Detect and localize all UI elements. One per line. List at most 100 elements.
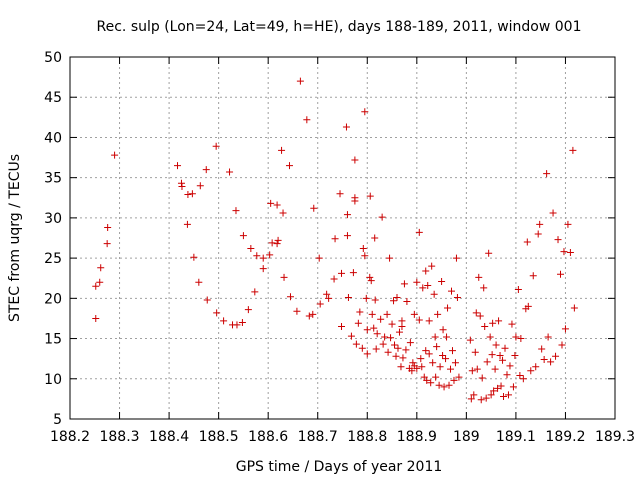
x-tick-label: 188.4 [149, 429, 189, 445]
data-point-marker [393, 294, 401, 302]
data-point-marker [532, 363, 540, 371]
y-tick-label: 50 [44, 50, 62, 66]
y-tick-label: 5 [53, 412, 62, 428]
data-point-marker [496, 351, 504, 359]
data-point-marker [285, 162, 293, 170]
data-point-marker [386, 254, 394, 262]
data-point-marker [403, 298, 411, 306]
x-tick-label: 189.3 [595, 429, 635, 445]
data-point-marker [371, 296, 379, 304]
data-point-marker [174, 162, 182, 170]
data-point-marker [489, 319, 497, 327]
data-point-marker [488, 351, 496, 359]
data-point-marker [409, 359, 417, 367]
data-point-marker [406, 339, 414, 347]
y-tick-label: 35 [44, 171, 62, 187]
data-point-marker [268, 239, 276, 247]
data-point-marker [371, 234, 379, 242]
data-point-marker [96, 278, 104, 286]
data-point-marker [480, 284, 488, 292]
data-point-marker [543, 170, 551, 178]
data-point-marker [368, 310, 376, 318]
data-point-marker [316, 300, 324, 308]
data-point-marker [519, 375, 527, 383]
data-point-marker [506, 362, 514, 370]
data-point-marker [330, 275, 338, 283]
data-point-marker [452, 254, 460, 262]
data-point-marker [529, 272, 537, 280]
data-point-marker [331, 235, 339, 243]
data-point-marker [504, 391, 512, 399]
data-point-marker [296, 77, 304, 85]
x-tick-label: 188.6 [248, 429, 288, 445]
data-point-marker [570, 304, 578, 312]
y-tick-label: 30 [44, 211, 62, 227]
data-point-marker [361, 252, 369, 260]
data-point-marker [196, 182, 204, 190]
data-point-marker [351, 156, 359, 164]
data-point-marker [247, 244, 255, 252]
data-point-marker [431, 333, 439, 341]
data-point-marker [448, 347, 456, 355]
data-point-marker [524, 302, 532, 310]
data-point-marker [436, 363, 444, 371]
data-point-marker [448, 287, 455, 295]
data-point-marker [356, 308, 364, 316]
x-tick-label: 188.9 [397, 429, 437, 445]
data-point-marker [517, 335, 525, 343]
data-point-marker [554, 236, 562, 244]
data-point-marker [244, 306, 252, 314]
data-point-marker [190, 253, 198, 261]
data-point-marker [453, 294, 461, 302]
data-point-marker [444, 304, 452, 312]
data-point-marker [338, 269, 346, 277]
data-point-marker [336, 190, 344, 198]
data-point-marker [438, 277, 446, 285]
data-point-marker [343, 232, 351, 240]
data-point-marker [183, 220, 191, 228]
data-point-marker [212, 142, 220, 150]
data-point-marker [470, 391, 478, 399]
x-tick-label: 189.1 [496, 429, 536, 445]
x-tick-label: 188.7 [298, 429, 338, 445]
data-point-marker [476, 312, 484, 320]
data-point-marker [273, 201, 281, 209]
data-point-marker [477, 396, 485, 404]
data-point-marker [398, 322, 406, 330]
data-point-marker [564, 220, 572, 228]
data-point-marker [97, 264, 105, 272]
data-point-marker [358, 344, 366, 352]
data-point-marker [509, 383, 517, 391]
data-point-marker [455, 373, 463, 381]
data-point-marker [315, 254, 323, 262]
data-point-marker [451, 359, 459, 367]
data-point-marker [560, 248, 568, 256]
data-point-marker [363, 326, 371, 334]
data-point-marker [363, 350, 371, 358]
data-point-marker [439, 351, 447, 359]
data-point-marker [251, 288, 259, 296]
data-point-marker [467, 395, 475, 403]
data-point-marker [523, 238, 531, 246]
data-point-marker [381, 333, 389, 341]
data-point-marker [534, 230, 542, 238]
data-point-marker [377, 315, 385, 323]
data-point-marker [220, 317, 228, 325]
data-point-marker [388, 320, 396, 328]
data-point-marker [434, 310, 442, 318]
data-point-marker [178, 183, 186, 191]
y-tick-label: 25 [44, 251, 62, 267]
data-point-marker [399, 354, 407, 362]
data-point-marker [483, 358, 491, 366]
data-point-marker [347, 332, 355, 340]
data-point-marker [511, 351, 519, 359]
data-point-marker [394, 344, 402, 352]
data-point-marker [279, 209, 287, 217]
data-point-marker [349, 269, 357, 277]
data-point-marker [497, 382, 505, 390]
data-point-marker [549, 209, 557, 217]
data-point-marker [430, 290, 438, 298]
data-point-marker [286, 293, 294, 301]
data-point-marker [425, 350, 433, 358]
data-point-marker [475, 273, 483, 281]
